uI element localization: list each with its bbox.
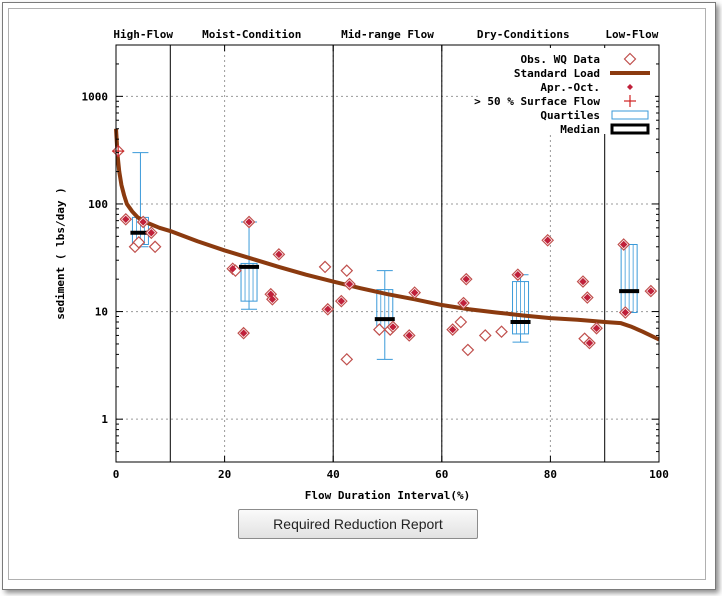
y-tick-label: 1 xyxy=(101,413,108,426)
y-tick-label: 10 xyxy=(95,306,108,319)
y-axis-label: sediment ( lbs/day ) xyxy=(54,187,67,319)
apr-oct-point xyxy=(448,325,457,334)
apr-oct-point xyxy=(410,288,419,297)
obs-wq-point xyxy=(318,260,332,274)
x-axis-label: Flow Duration Interval(%) xyxy=(305,489,471,502)
axis-ticks: 0 20 40 60 80 100 1 10 100 1000 xyxy=(82,45,669,481)
legend-label: Obs. WQ Data xyxy=(521,53,600,66)
apr-oct-point xyxy=(543,236,552,244)
apr-oct-point xyxy=(579,277,587,286)
legend-apr-oct-marker xyxy=(627,84,633,90)
legend-label: Apr.-Oct. xyxy=(540,81,600,94)
apr-oct-point xyxy=(268,295,277,304)
x-tick-label: 60 xyxy=(435,468,448,481)
apr-oct-point xyxy=(122,215,130,224)
obs-wq-point xyxy=(454,315,468,329)
y-tick-label: 1000 xyxy=(82,90,109,103)
apr-oct-point xyxy=(619,240,628,249)
legend-median-swatch xyxy=(610,123,650,135)
obs-wq-point xyxy=(340,264,354,277)
apr-oct-point xyxy=(275,250,283,259)
zone-label: Low-Flow xyxy=(605,28,658,41)
zone-label: Dry-Conditions xyxy=(477,28,570,41)
standard-load-curve xyxy=(114,128,660,342)
zone-label: High-Flow xyxy=(113,28,173,41)
obs-wq-point xyxy=(461,343,475,357)
legend-quartile-swatch xyxy=(611,110,649,120)
obs-wq-point xyxy=(373,323,386,336)
grid-lines xyxy=(116,45,659,462)
legend-label: Median xyxy=(560,123,600,136)
observation-points xyxy=(111,144,658,366)
apr-oct-point xyxy=(324,305,332,313)
apr-oct-point xyxy=(592,324,601,332)
x-tick-label: 20 xyxy=(218,468,231,481)
apr-oct-point xyxy=(345,280,354,288)
apr-oct-point xyxy=(405,331,413,340)
obs-wq-point xyxy=(478,329,492,342)
apr-oct-point xyxy=(229,265,237,273)
zone-labels: High-Flow Moist-Condition Mid-range Flow Dr… xyxy=(113,28,658,41)
required-reduction-report-button[interactable]: Required Reduction Report xyxy=(238,509,478,539)
x-tick-label: 100 xyxy=(649,468,669,481)
apr-oct-point xyxy=(337,297,346,305)
legend-label: Standard Load xyxy=(514,67,600,80)
apr-oct-point xyxy=(647,287,655,295)
quartile-boxes xyxy=(130,152,640,360)
obs-wq-point xyxy=(340,352,354,366)
apr-oct-point xyxy=(389,323,397,331)
legend-background xyxy=(480,48,655,134)
obs-wq-point xyxy=(132,235,146,249)
apr-oct-point xyxy=(267,290,275,298)
legend-obs-marker xyxy=(623,52,637,66)
zone-label: Mid-range Flow xyxy=(341,28,434,41)
chart-panel xyxy=(8,8,706,580)
apr-oct-point xyxy=(245,218,253,226)
apr-oct-point xyxy=(139,218,147,226)
apr-oct-point xyxy=(621,308,630,317)
obs-wq-point xyxy=(495,325,508,339)
x-tick-label: 80 xyxy=(544,468,557,481)
apr-oct-point xyxy=(514,271,522,279)
obs-wq-point xyxy=(148,240,162,254)
apr-oct-point xyxy=(239,329,248,337)
standard-load-line xyxy=(114,128,660,342)
plot-border xyxy=(115,44,660,463)
zone-label: Moist-Condition xyxy=(202,28,301,41)
legend-label: Quartiles xyxy=(540,109,600,122)
y-tick-label: 100 xyxy=(88,198,108,211)
legend-label: > 50 % Surface Flow xyxy=(474,95,600,108)
x-tick-label: 0 xyxy=(113,468,120,481)
x-tick-label: 40 xyxy=(327,468,340,481)
apr-oct-point xyxy=(462,275,470,283)
apr-oct-point xyxy=(583,293,592,302)
apr-oct-point xyxy=(585,339,594,347)
apr-oct-point xyxy=(147,229,156,237)
apr-oct-point xyxy=(459,299,468,307)
